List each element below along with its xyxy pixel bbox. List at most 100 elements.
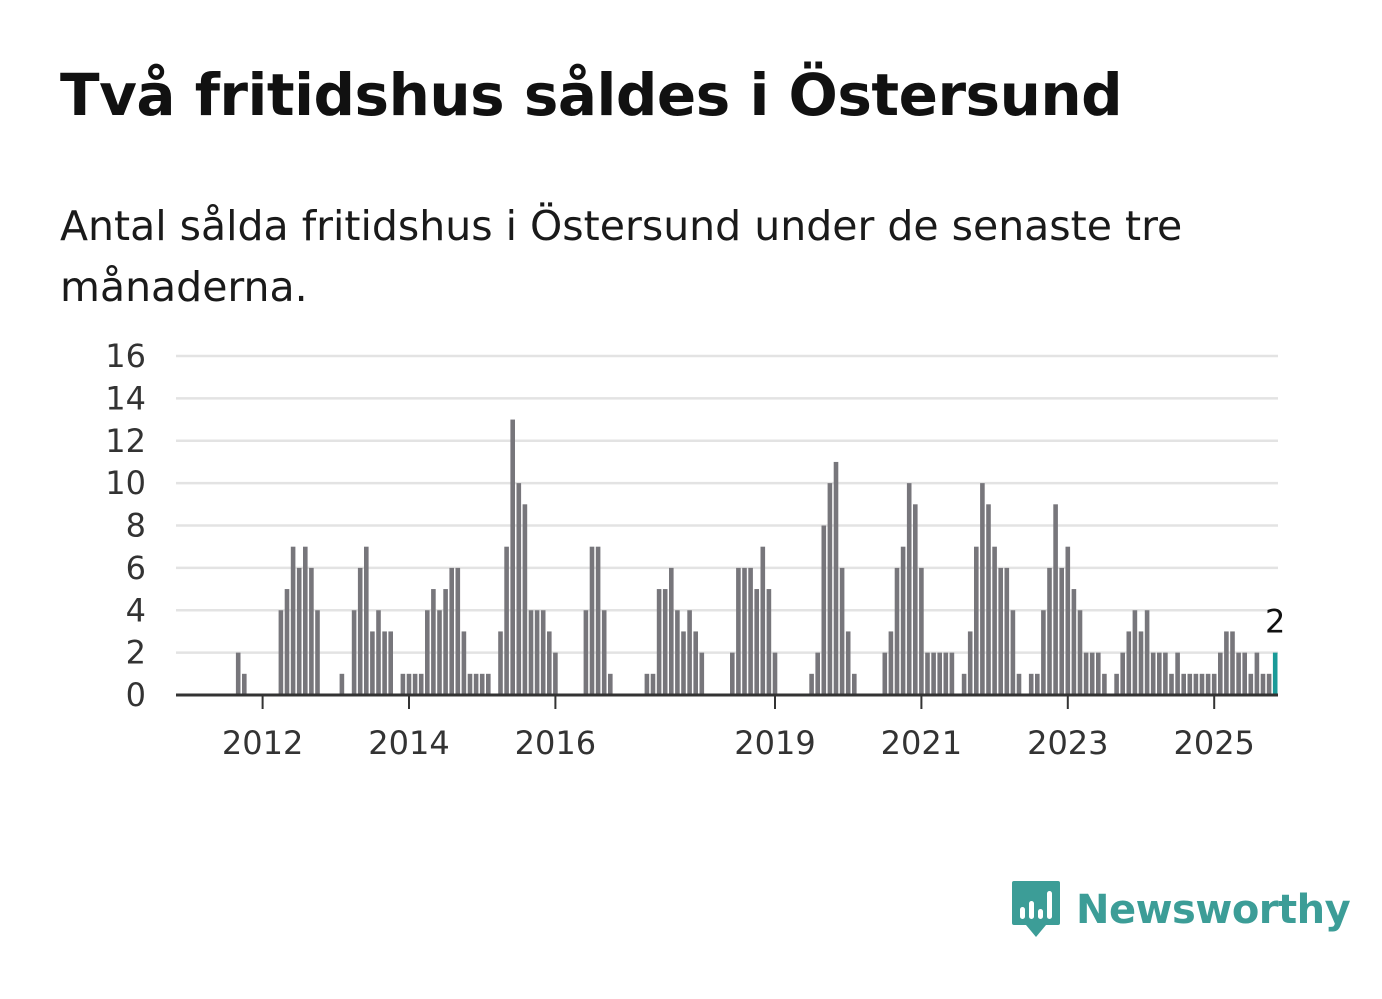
bar: [431, 589, 436, 695]
bar: [1163, 652, 1168, 695]
y-tick-label: 12: [105, 422, 146, 460]
bar: [1120, 652, 1125, 695]
bar: [608, 673, 613, 695]
bar: [821, 525, 827, 695]
bar-latest: [1272, 652, 1278, 695]
bar: [388, 631, 393, 695]
bar: [1071, 589, 1077, 695]
bar: [461, 631, 467, 695]
bar: [827, 483, 833, 695]
bar: [382, 631, 387, 695]
bar: [357, 567, 363, 695]
bar: [406, 673, 412, 695]
bar: [1144, 610, 1150, 695]
bar: [992, 546, 997, 695]
bar: [913, 504, 918, 695]
bar: [242, 673, 247, 695]
bar: [748, 567, 753, 695]
bar: [540, 610, 546, 695]
bar: [931, 652, 936, 695]
bar: [364, 546, 369, 695]
bar: [1224, 631, 1229, 695]
bar: [1248, 673, 1254, 695]
bar: [980, 483, 985, 695]
bar: [693, 631, 698, 695]
bar: [937, 652, 942, 695]
bar: [303, 546, 308, 695]
bar: [919, 567, 924, 695]
bar: [1010, 610, 1016, 695]
latest-value-label: 2: [1265, 603, 1285, 641]
bar: [742, 567, 747, 695]
x-tick-label: 2016: [515, 724, 596, 762]
x-tick-label: 2023: [1027, 724, 1108, 762]
y-tick-label: 6: [126, 549, 146, 587]
bar: [1053, 504, 1058, 695]
bar: [949, 652, 955, 695]
y-tick-label: 8: [126, 507, 146, 545]
bar: [1230, 631, 1235, 695]
bar: [486, 673, 491, 695]
bar: [235, 652, 241, 695]
bar: [760, 546, 766, 695]
bar: [650, 673, 656, 695]
y-tick-label: 10: [105, 464, 146, 502]
bar: [888, 631, 894, 695]
bar: [845, 631, 851, 695]
bar: [656, 589, 662, 695]
x-tick-label: 2014: [368, 724, 449, 762]
bar: [1083, 652, 1089, 695]
bar: [736, 567, 741, 695]
bar: [986, 504, 991, 695]
bar: [309, 567, 314, 695]
bar: [833, 461, 839, 695]
bar: [1199, 673, 1205, 695]
bar: [669, 567, 674, 695]
bar: [498, 631, 503, 695]
bar: [1150, 652, 1156, 695]
y-tick-label: 16: [105, 337, 146, 375]
bar: [278, 610, 284, 695]
x-tick-label: 2019: [734, 724, 815, 762]
bar: [534, 610, 540, 695]
bar: [589, 546, 595, 695]
bar: [974, 546, 979, 695]
bar: [894, 567, 900, 695]
bar: [1254, 652, 1260, 695]
bar: [906, 483, 912, 695]
bar: [467, 673, 473, 695]
bar: [400, 673, 406, 695]
bar: [967, 631, 973, 695]
bar: [1028, 673, 1034, 695]
bar: [1187, 673, 1193, 695]
bar: [1205, 673, 1211, 695]
bar: [754, 589, 759, 695]
bar: [1132, 610, 1138, 695]
bar: [1096, 652, 1101, 695]
bar: [601, 610, 607, 695]
bar: [644, 673, 650, 695]
bar: [553, 652, 558, 695]
bar: [1242, 652, 1247, 695]
bar: [839, 567, 845, 695]
bar: [900, 546, 906, 695]
y-tick-label: 4: [126, 591, 146, 629]
bar: [510, 419, 515, 695]
bar: [681, 631, 686, 695]
bar: [815, 652, 820, 695]
bar: [1126, 631, 1132, 695]
bar: [1089, 652, 1095, 695]
bar: [437, 610, 442, 695]
x-tick-label: 2021: [881, 724, 962, 762]
bar: [998, 567, 1003, 695]
bar: [583, 610, 589, 695]
bar: [284, 589, 290, 695]
bar: [1138, 631, 1144, 695]
bar: [675, 610, 680, 695]
bar: [662, 589, 668, 695]
bar: [1266, 673, 1272, 695]
bar: [1035, 673, 1040, 695]
bar: [425, 610, 430, 695]
brand-name: Newsworthy: [1076, 887, 1351, 933]
